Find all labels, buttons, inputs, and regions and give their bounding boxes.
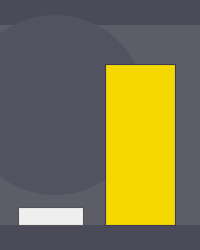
Bar [18,207,83,225]
Bar [0,225,200,250]
Bar [105,64,175,225]
Bar [0,0,200,25]
Circle shape [0,15,145,195]
